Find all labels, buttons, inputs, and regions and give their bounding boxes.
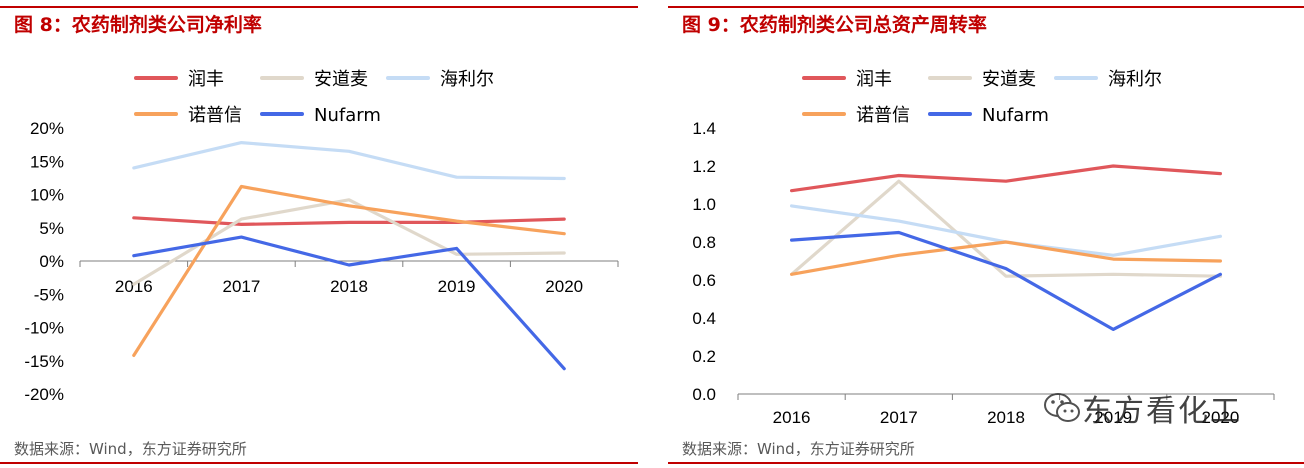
series-line bbox=[132, 184, 566, 357]
series-line bbox=[132, 216, 566, 226]
legend-entry: 润丰 bbox=[856, 69, 892, 90]
source-note: 数据来源：Wind，东方证券研究所 bbox=[14, 440, 247, 458]
x-tick-label: 2016 bbox=[115, 277, 153, 296]
y-tick-label: 1.0 bbox=[692, 195, 716, 214]
series-line bbox=[789, 179, 1223, 278]
legend-entry: Nufarm bbox=[982, 105, 1049, 126]
top-divider bbox=[668, 6, 1304, 8]
y-tick-label: 1.2 bbox=[692, 157, 716, 176]
chart-panel-net-margin: 图 8：农药制剂类公司净利率 20% 15% 10% 5% 0% -5% -10% -15% -… bbox=[0, 0, 638, 468]
x-tick-label: 2018 bbox=[330, 277, 368, 296]
legend-entry: 海利尔 bbox=[1108, 69, 1162, 90]
x-tick-label: 2017 bbox=[222, 277, 260, 296]
legend-entry: Nufarm bbox=[314, 105, 381, 126]
legend-entry: 海利尔 bbox=[440, 69, 494, 90]
series-line bbox=[789, 240, 1223, 276]
top-divider bbox=[0, 6, 638, 8]
legend-entry: 诺普信 bbox=[188, 105, 242, 126]
series-line bbox=[132, 235, 566, 371]
y-tick-label: -10% bbox=[24, 319, 64, 338]
x-tick-label: 2017 bbox=[880, 408, 918, 427]
y-tick-label: 0.6 bbox=[692, 271, 716, 290]
chart-title: 图 9：农药制剂类公司总资产周转率 bbox=[682, 14, 987, 36]
chart-title: 图 8：农药制剂类公司净利率 bbox=[14, 14, 262, 36]
y-tick-label: 1.4 bbox=[692, 119, 716, 138]
y-tick-label: 0.4 bbox=[692, 309, 716, 328]
legend-entry: 安道麦 bbox=[982, 69, 1036, 90]
y-tick-label: 15% bbox=[30, 152, 64, 171]
y-tick-label: 5% bbox=[39, 219, 64, 238]
x-tick-label: 2020 bbox=[545, 277, 583, 296]
y-tick-label: 0.2 bbox=[692, 347, 716, 366]
legend-entry: 润丰 bbox=[188, 69, 224, 90]
series-line bbox=[789, 230, 1223, 331]
y-tick-label: 0% bbox=[39, 252, 64, 271]
source-note: 数据来源：Wind，东方证券研究所 bbox=[682, 440, 915, 458]
series-line bbox=[132, 198, 566, 286]
x-tick-label: 2020 bbox=[1201, 408, 1239, 427]
y-tick-label: 20% bbox=[30, 119, 64, 138]
net-margin-chart: 20% 15% 10% 5% 0% -5% -10% -15% -20% 2016 2017 2018… bbox=[24, 69, 619, 404]
x-tick-label: 2018 bbox=[987, 408, 1025, 427]
y-tick-label: 0.8 bbox=[692, 233, 716, 252]
bottom-divider bbox=[668, 462, 1304, 464]
chart-panel-asset-turnover: 图 9：农药制剂类公司总资产周转率 1.4 1.2 1.0 0.8 0.6 0.4 0.2 0… bbox=[668, 0, 1304, 468]
watermark-text: 东方看化工 bbox=[1082, 394, 1242, 429]
x-tick-label: 2016 bbox=[773, 408, 811, 427]
y-tick-label: -20% bbox=[24, 385, 64, 404]
wechat-icon bbox=[1044, 393, 1080, 422]
watermark: 东方看化工 bbox=[1042, 386, 1242, 430]
y-tick-label: -5% bbox=[34, 285, 64, 304]
bottom-divider bbox=[0, 462, 638, 464]
asset-turnover-chart: 1.4 1.2 1.0 0.8 0.6 0.4 0.2 0.0 2016 2017 2018 2019… bbox=[692, 69, 1275, 427]
y-tick-label: 0.0 bbox=[692, 385, 716, 404]
y-tick-label: 10% bbox=[30, 186, 64, 205]
series-line bbox=[789, 204, 1223, 257]
x-tick-label: 2019 bbox=[438, 277, 476, 296]
x-tick-label: 2019 bbox=[1094, 408, 1132, 427]
legend-entry: 安道麦 bbox=[314, 69, 368, 90]
series-line bbox=[132, 141, 566, 181]
legend-entry: 诺普信 bbox=[856, 105, 910, 126]
series-line bbox=[789, 164, 1223, 193]
y-tick-label: -15% bbox=[24, 352, 64, 371]
